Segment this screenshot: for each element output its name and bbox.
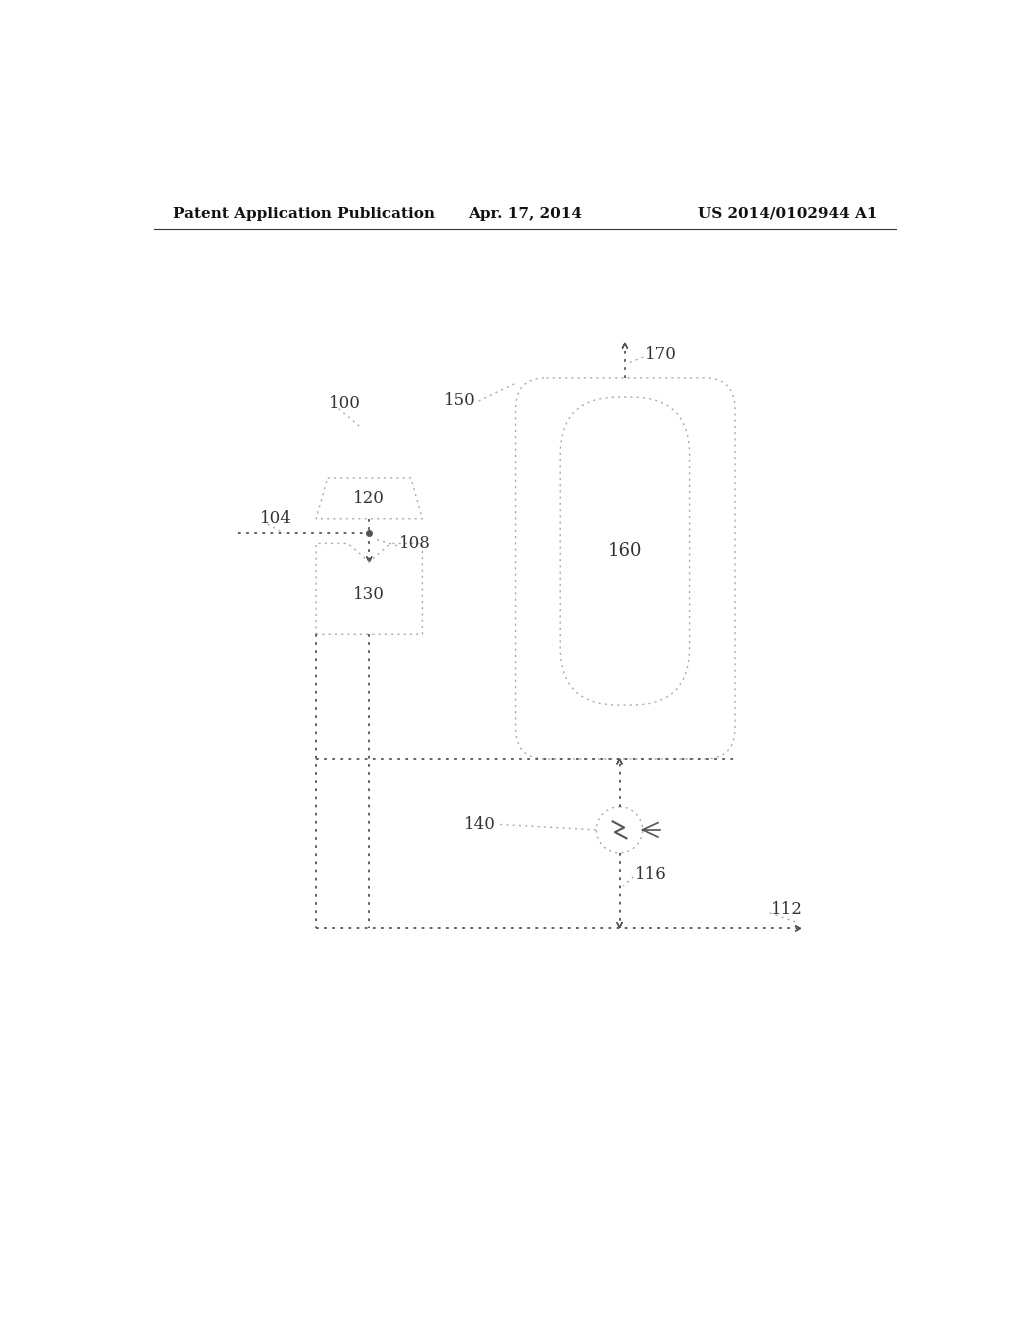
Text: 104: 104 <box>260 511 292 527</box>
Text: 120: 120 <box>353 490 385 507</box>
Text: 108: 108 <box>398 535 430 552</box>
Text: 150: 150 <box>443 392 475 409</box>
Text: 140: 140 <box>465 816 497 833</box>
Text: 170: 170 <box>645 346 677 363</box>
Text: 112: 112 <box>771 900 803 917</box>
Text: 160: 160 <box>607 543 642 560</box>
Text: US 2014/0102944 A1: US 2014/0102944 A1 <box>698 207 878 220</box>
Text: Apr. 17, 2014: Apr. 17, 2014 <box>468 207 582 220</box>
Polygon shape <box>623 343 628 348</box>
Polygon shape <box>616 923 623 928</box>
Text: 130: 130 <box>353 586 385 603</box>
Text: Patent Application Publication: Patent Application Publication <box>173 207 435 220</box>
Text: 116: 116 <box>635 866 667 883</box>
Text: 100: 100 <box>330 395 361 412</box>
Polygon shape <box>616 759 623 764</box>
Polygon shape <box>795 925 801 931</box>
Polygon shape <box>367 557 372 562</box>
